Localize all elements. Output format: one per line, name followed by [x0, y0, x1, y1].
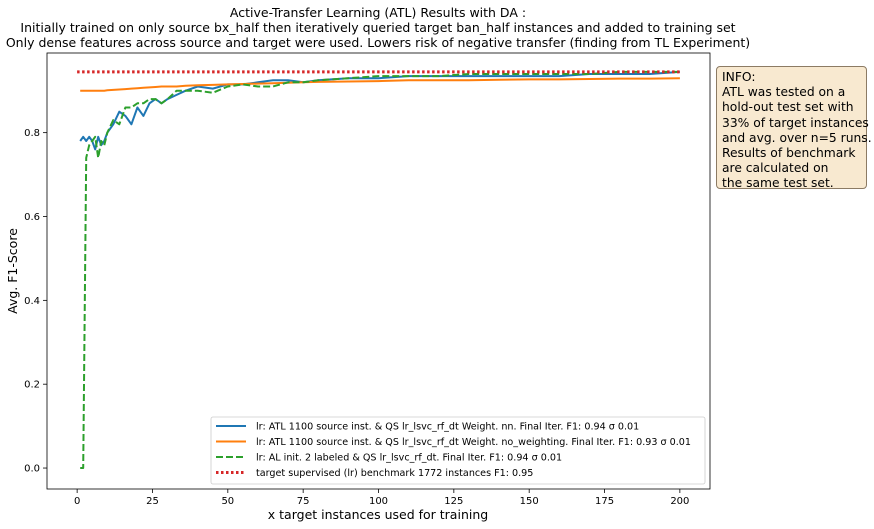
info-line: the same test set. — [722, 176, 834, 191]
info-line: hold-out test set with — [722, 100, 854, 115]
legend-label-4: target supervised (lr) benchmark 1772 in… — [256, 468, 533, 479]
y-tick-label: 0.0 — [24, 464, 40, 475]
x-tick-label: 200 — [670, 496, 689, 507]
x-tick-label: 0 — [74, 496, 80, 507]
info-line: 33% of target instances — [722, 115, 869, 130]
series-lines — [77, 70, 680, 469]
info-line: are calculated on — [722, 161, 829, 176]
chart-title-line-2: Initially trained on only source bx_half… — [20, 20, 735, 35]
x-axis-ticks: 0 25 50 75 100 125 150 175 200 — [74, 489, 689, 507]
legend-box — [210, 416, 706, 485]
series-line-3 — [80, 70, 680, 469]
x-tick-label: 75 — [297, 496, 310, 507]
legend-label-3: lr: AL init. 2 labeled & QS lr_lsvc_rf_d… — [256, 453, 562, 464]
x-axis-label: x target instances used for training — [268, 507, 488, 522]
y-axis-ticks: 0.0 0.2 0.4 0.6 0.8 — [24, 128, 47, 475]
legend-label-2: lr: ATL 1100 source inst. & QS lr_lsvc_r… — [256, 437, 691, 448]
chart-title-line-1: Active-Transfer Learning (ATL) Results w… — [230, 5, 526, 20]
legend-label-1: lr: ATL 1100 source inst. & QS lr_lsvc_r… — [256, 422, 639, 433]
info-line: Results of benchmark — [722, 146, 856, 161]
x-tick-label: 100 — [369, 496, 388, 507]
chart-title-line-3: Only dense features across source and ta… — [6, 35, 750, 50]
info-box: INFO: ATL was tested on a hold-out test … — [716, 66, 872, 191]
info-line: INFO: — [722, 70, 756, 84]
y-axis-label: Avg. F1-Score — [5, 228, 20, 314]
x-tick-label: 175 — [595, 496, 614, 507]
x-tick-label: 125 — [444, 496, 463, 507]
x-tick-label: 25 — [146, 496, 159, 507]
info-line: ATL was tested on a — [722, 85, 846, 100]
x-tick-label: 150 — [520, 496, 539, 507]
y-tick-label: 0.6 — [24, 212, 40, 223]
chart-title: Active-Transfer Learning (ATL) Results w… — [6, 5, 750, 50]
y-tick-label: 0.8 — [24, 128, 40, 139]
y-tick-label: 0.4 — [24, 296, 40, 307]
x-tick-label: 50 — [221, 496, 234, 507]
series-line-2 — [80, 77, 680, 92]
plot-area — [46, 52, 711, 490]
legend: lr: ATL 1100 source inst. & QS lr_lsvc_r… — [210, 416, 706, 485]
info-line: and avg. over n=5 runs. — [722, 130, 872, 145]
y-tick-label: 0.2 — [24, 380, 40, 391]
